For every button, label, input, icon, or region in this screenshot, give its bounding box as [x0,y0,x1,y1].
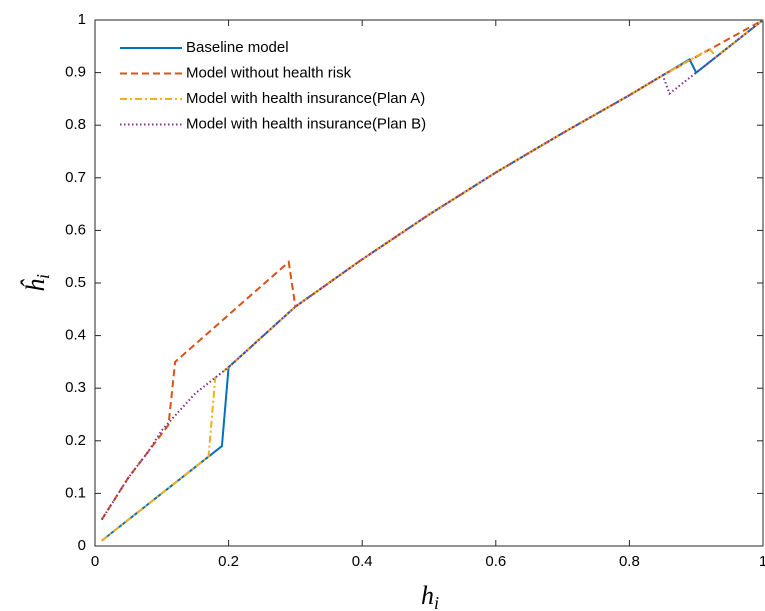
y-tick-label: 0.4 [65,327,86,344]
x-axis-label: hi [421,581,439,611]
series-line [100,19,764,521]
x-tick-label: 0.2 [218,553,239,570]
y-tick-label: 0.7 [65,169,86,186]
series-line [101,19,764,542]
legend-label: Model with health insurance(Plan B) [186,115,426,132]
x-axis-label-sub: i [434,593,439,611]
y-tick-label: 0.1 [65,484,86,501]
x-tick-label: 0.6 [485,553,506,570]
y-tick-label: 0.5 [65,274,86,291]
y-axis-label-sub: i [33,274,53,279]
legend-label: Model with health insurance(Plan A) [186,90,425,107]
x-tick-label: 0.4 [352,553,373,570]
x-tick-label: 0 [91,553,99,570]
y-tick-label: 0.8 [65,116,86,133]
x-axis-label-base: h [421,581,434,610]
legend-label: Baseline model [186,39,289,56]
y-tick-label: 0.6 [65,221,86,238]
series-line [100,19,764,521]
legend-label: Model without health risk [186,64,352,81]
x-tick-label: 0.8 [619,553,640,570]
y-tick-label: 0.3 [65,379,86,396]
x-tick-label: 1 [759,553,765,570]
y-axis-label-base: ĥ [21,278,50,292]
y-axis-label: ĥi [21,274,53,292]
y-tick-label: 0.2 [65,432,86,449]
y-tick-label: 0 [78,537,86,554]
y-tick-label: 0.9 [65,64,86,81]
y-tick-label: 1 [78,11,86,28]
